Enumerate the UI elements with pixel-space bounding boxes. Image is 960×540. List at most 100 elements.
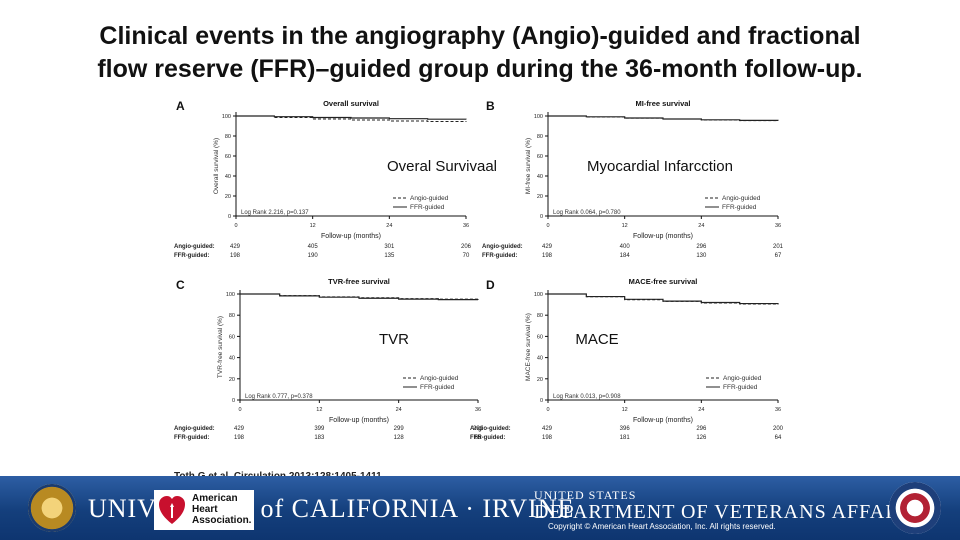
panel-a-y-tick-label: 0: [228, 214, 231, 220]
panel-b-y-tick-label: 80: [537, 134, 543, 140]
panel-c-risk-value: 399: [314, 426, 325, 432]
panel-b-overlay-label: Myocardial Infarcction: [587, 158, 733, 175]
panel-d-risk-row-label: FFR-guided:: [470, 435, 505, 441]
footer-band: UNIVERSITY of CALIFORNIA · IRVINE Americ…: [0, 476, 960, 540]
va-line-1: UNITED STATES: [534, 488, 637, 502]
panel-d-y-tick-label: 80: [537, 313, 543, 319]
panel-a-title: Overall survival: [323, 99, 379, 108]
panel-a-letter: A: [176, 99, 185, 113]
panel-a-y-tick-label: 60: [225, 154, 231, 160]
panel-c-risk-value: 65: [475, 435, 482, 441]
panel-b-risk-value: 296: [696, 244, 707, 250]
panel-d-y-tick-label: 100: [534, 292, 543, 298]
panel-d-y-label: MACE-free survival (%): [525, 313, 532, 381]
panel-b-x-tick-label: 24: [698, 223, 704, 229]
panel-b-letter: B: [486, 99, 495, 113]
panel-a-x-tick-label: 36: [463, 223, 469, 229]
panel-c-legend-label: FFR-guided: [420, 384, 455, 391]
panel-b-x-tick-label: 12: [622, 223, 628, 229]
panel-d-legend-label: Angio-guided: [723, 375, 762, 382]
panel-b-x-label: Follow-up (months): [633, 233, 693, 240]
panel-b-y-tick-label: 0: [540, 214, 543, 220]
panel-a-stat: Log Rank 2.216, p=0.137: [241, 210, 309, 216]
panel-d-y-tick-label: 60: [537, 334, 543, 340]
panel-a-overlay-label: Overal Survivaal: [387, 158, 497, 175]
panel-b-y-tick-label: 100: [534, 114, 543, 120]
panel-a-risk-value: 198: [230, 253, 241, 259]
aha-logo: American Heart Association.: [154, 490, 254, 530]
panel-d-letter: D: [486, 278, 495, 292]
panel-a-risk-row-label: Angio-guided:: [174, 244, 215, 250]
panel-c-x-tick-label: 24: [396, 407, 402, 413]
va-seal-logo: [889, 482, 941, 534]
va-line-2: DEPARTMENT OF VETERANS AFFAIRS: [534, 501, 920, 523]
panel-a-series-ffr: [236, 115, 467, 120]
panel-a-y-tick-label: 40: [225, 174, 231, 180]
panel-d-risk-value: 198: [542, 435, 553, 441]
panel-b-y-tick-label: 20: [537, 194, 543, 200]
panel-a-risk-row-label: FFR-guided:: [174, 253, 209, 259]
km-figure: A Overall survival 0 20 40 60 80 100 0 12 24 36 Over…: [174, 99, 784, 441]
panel-b-risk-row-label: Angio-guided:: [482, 244, 523, 250]
panel-c-stat: Log Rank 0.777, p=0.378: [245, 394, 313, 400]
panel-c-series-ffr: [240, 293, 479, 301]
panel-c-risk-row-label: FFR-guided:: [174, 435, 209, 441]
panel-d-y-tick-label: 0: [540, 398, 543, 404]
panel-d-risk-value: 126: [696, 435, 707, 441]
aha-line-3: Association.: [192, 515, 252, 526]
panel-d-title: MACE-free survival: [629, 277, 698, 286]
panel-c-risk-value: 201: [473, 426, 484, 432]
panel-a-y-tick-label: 80: [225, 134, 231, 140]
panel-b-risk-value: 198: [542, 253, 553, 259]
panel-b-risk-value: 67: [775, 253, 782, 259]
panel-a-risk-value: 405: [308, 244, 319, 250]
panel-a-risk-value: 429: [230, 244, 241, 250]
panel-c-y-tick-label: 100: [226, 292, 235, 298]
panel-b-x-tick-label: 36: [775, 223, 781, 229]
panel-d-risk-value: 396: [620, 426, 631, 432]
panel-d-series-ffr: [548, 293, 779, 305]
panel-a-risk-value: 135: [384, 253, 395, 259]
panel-c-letter: C: [176, 278, 185, 292]
panel-a-x-tick-label: 24: [386, 223, 392, 229]
panel-c-risk-row-label: Angio-guided:: [174, 426, 215, 432]
panel-c-x-tick-label: 36: [475, 407, 481, 413]
panel-a-y-tick-label: 20: [225, 194, 231, 200]
panel-c-x-tick-label: 0: [238, 407, 241, 413]
panel-c-overlay-label: TVR: [379, 331, 409, 348]
panel-b-risk-row-label: FFR-guided:: [482, 253, 517, 259]
panel-b-risk-value: 184: [620, 253, 631, 259]
slide-title: Clinical events in the angiography (Angi…: [0, 20, 960, 86]
panel-d-risk-row-label: Angio-guided:: [470, 426, 511, 432]
panel-d-risk-value: 296: [696, 426, 707, 432]
panel-c-title: TVR-free survival: [328, 277, 390, 286]
slide-title-line1: Clinical events in the angiography (Angi…: [99, 22, 861, 50]
panel-d-x-tick-label: 0: [546, 407, 549, 413]
panel-b-risk-value: 400: [620, 244, 631, 250]
aha-wordmark: American Heart Association.: [192, 493, 251, 526]
panel-a-y-label: Overall survival (%): [213, 138, 220, 194]
panel-b-legend-label: FFR-guided: [722, 204, 757, 211]
panel-d-overlay-label: MACE: [575, 331, 618, 348]
panel-a-risk-value: 190: [308, 253, 319, 259]
aha-line-1: American: [192, 493, 238, 504]
panel-c-y-label: TVR-free survival (%): [217, 316, 224, 378]
panel-c-risk-value: 429: [234, 426, 245, 432]
panel-d-x-label: Follow-up (months): [633, 417, 693, 424]
panel-b-legend-label: Angio-guided: [722, 195, 761, 202]
copyright-notice: Copyright © American Heart Association, …: [548, 522, 776, 531]
panel-d-y-tick-label: 20: [537, 377, 543, 383]
panel-a-risk-value: 301: [384, 244, 395, 250]
panel-b-risk-value: 201: [773, 244, 784, 250]
panel-b-y-tick-label: 40: [537, 174, 543, 180]
panel-c-legend-label: Angio-guided: [420, 375, 459, 382]
panel-a-series-angio: [236, 115, 467, 122]
panel-d-y-tick-label: 40: [537, 356, 543, 362]
panel-d-x-tick-label: 36: [775, 407, 781, 413]
panel-c-risk-value: 299: [394, 426, 405, 432]
panel-b-series-ffr: [548, 115, 779, 121]
panel-b-title: MI-free survival: [635, 99, 690, 108]
panel-d-risk-value: 200: [773, 426, 784, 432]
panel-c-y-tick-label: 20: [229, 377, 235, 383]
panel-a-risk-value: 70: [463, 253, 470, 259]
